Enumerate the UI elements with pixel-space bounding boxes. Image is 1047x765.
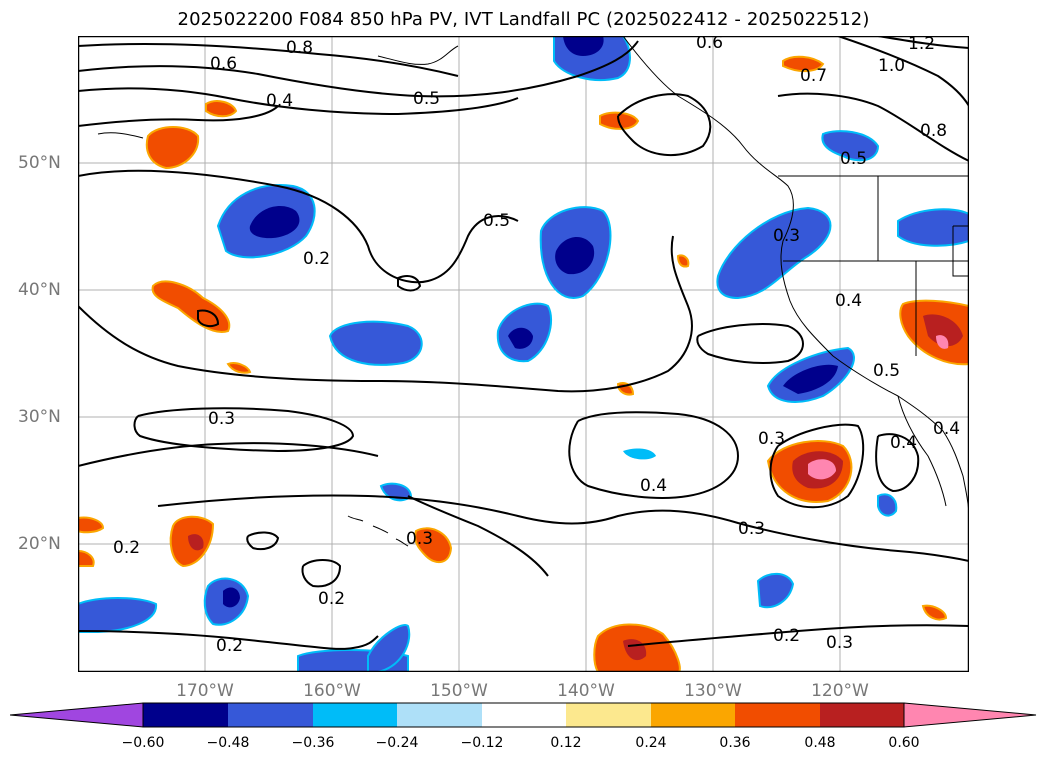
- lon-label-120w: 120°W: [811, 681, 869, 701]
- contour-label: 0.5: [483, 211, 510, 231]
- colorbar-tick: 0.36: [719, 735, 751, 751]
- colorbar-extend-high: [903, 702, 1037, 728]
- contour-label: 0.3: [738, 519, 765, 539]
- lon-label-140w: 140°W: [557, 681, 615, 701]
- positive-pv-areas: [78, 55, 969, 672]
- lon-label-170w: 170°W: [176, 681, 234, 701]
- colorbar-tick: 0.48: [804, 735, 836, 751]
- map-frame: [78, 36, 969, 672]
- lon-label-160w: 160°W: [303, 681, 361, 701]
- contour-label: 0.4: [266, 91, 293, 111]
- colorbar-tick: −0.36: [291, 735, 335, 751]
- colorbar-segment: [820, 703, 904, 727]
- contour-label: 0.3: [773, 226, 800, 246]
- colorbar-tick: −0.12: [460, 735, 504, 751]
- colorbar-segment: [313, 703, 397, 727]
- colorbar-tick: −0.48: [206, 735, 250, 751]
- contour-label: 0.8: [920, 121, 947, 141]
- contour-label: 0.2: [216, 636, 243, 656]
- contour-label: 0.3: [406, 529, 433, 549]
- contour-label: 0.4: [933, 419, 960, 439]
- contour-labels: 0.8 0.6 0.4 0.5 0.6 1.2 1.0 0.7 0.8 0.5 …: [113, 36, 960, 656]
- lat-label-30n: 30°N: [18, 407, 61, 427]
- colorbar-extend-low: [10, 702, 144, 728]
- negative-pv-areas: [78, 36, 969, 672]
- contour-label: 0.3: [758, 429, 785, 449]
- coastlines: [97, 36, 969, 547]
- colorbar-segment: [735, 703, 820, 727]
- colorbar-segment: [143, 703, 228, 727]
- contour-label: 0.5: [873, 361, 900, 381]
- colorbar-tick: −0.60: [121, 735, 165, 751]
- colorbar: [10, 702, 1037, 728]
- colorbar-segment: [651, 703, 735, 727]
- lon-label-130w: 130°W: [684, 681, 742, 701]
- contour-label: 0.4: [890, 433, 917, 453]
- contour-label: 1.2: [908, 36, 935, 54]
- colorbar-segment: [566, 703, 651, 727]
- contour-label: 0.2: [303, 249, 330, 269]
- colorbar-segment: [397, 703, 482, 727]
- lon-label-150w: 150°W: [430, 681, 488, 701]
- contour-label: 0.3: [826, 633, 853, 653]
- colorbar-tick: −0.24: [375, 735, 419, 751]
- lat-label-50n: 50°N: [18, 153, 61, 173]
- map-panel: 0.8 0.6 0.4 0.5 0.6 1.2 1.0 0.7 0.8 0.5 …: [78, 36, 969, 672]
- contour-label: 0.2: [773, 626, 800, 646]
- contour-label: 0.6: [696, 36, 723, 53]
- contour-lines: [78, 36, 969, 650]
- contour-label: 0.5: [413, 89, 440, 109]
- contour-label: 0.4: [640, 476, 667, 496]
- contour-label: 0.6: [210, 54, 237, 74]
- contour-label: 1.0: [878, 56, 905, 76]
- lat-label-40n: 40°N: [18, 280, 61, 300]
- contour-label: 0.2: [318, 589, 345, 609]
- contour-label: 0.5: [840, 149, 867, 169]
- colorbar-tick: 0.12: [550, 735, 582, 751]
- contour-label: 0.2: [113, 538, 140, 558]
- contour-label: 0.7: [800, 66, 827, 86]
- colorbar-segment: [482, 703, 566, 727]
- colorbar-segment: [228, 703, 313, 727]
- contour-label: 0.8: [286, 38, 313, 58]
- contour-label: 0.4: [835, 291, 862, 311]
- colorbar-tick: 0.60: [888, 735, 920, 751]
- contour-label: 0.3: [208, 409, 235, 429]
- map-title: 2025022200 F084 850 hPa PV, IVT Landfall…: [177, 9, 870, 30]
- colorbar-tick: 0.24: [635, 735, 667, 751]
- lat-label-20n: 20°N: [18, 534, 61, 554]
